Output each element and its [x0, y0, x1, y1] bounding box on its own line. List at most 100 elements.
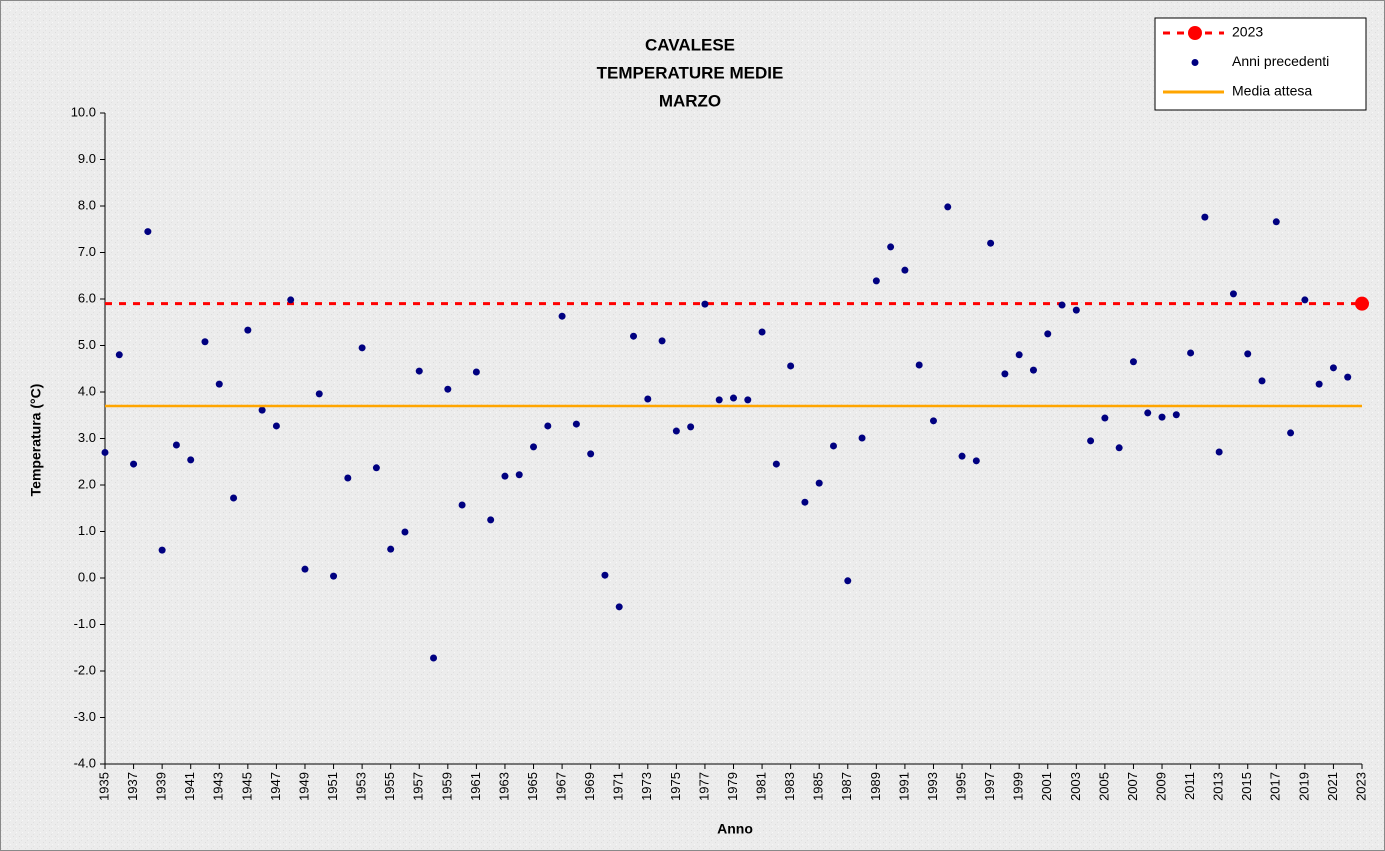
- point: [515, 471, 523, 479]
- point: [887, 243, 895, 251]
- legend-label: 2023: [1232, 24, 1263, 40]
- point: [501, 472, 509, 480]
- point: [130, 460, 138, 468]
- legend-marker: [1188, 26, 1202, 40]
- point: [672, 427, 680, 435]
- x-tick-label: 2011: [1182, 772, 1197, 800]
- point: [272, 422, 280, 430]
- point: [530, 443, 538, 451]
- point: [401, 528, 409, 536]
- point: [744, 396, 752, 404]
- y-tick-label: -1.0: [74, 616, 96, 631]
- point: [158, 546, 166, 554]
- point: [601, 571, 609, 579]
- x-tick-label: 1979: [725, 772, 740, 801]
- point: [1101, 414, 1109, 422]
- point: [187, 456, 195, 464]
- x-tick-label: 1995: [953, 772, 968, 801]
- x-tick-label: 1983: [782, 772, 797, 801]
- point: [787, 362, 795, 370]
- point: [615, 603, 623, 611]
- point: [1015, 351, 1023, 359]
- legend-marker: [1191, 59, 1199, 66]
- point: [1355, 296, 1369, 311]
- x-tick-label: 2019: [1296, 772, 1311, 801]
- x-tick-label: 2005: [1096, 772, 1111, 801]
- point: [1272, 218, 1280, 226]
- point: [1258, 377, 1266, 385]
- x-tick-label: 1959: [439, 772, 454, 801]
- x-tick-label: 1949: [296, 772, 311, 801]
- point: [301, 565, 309, 573]
- point: [630, 332, 638, 340]
- point: [815, 479, 823, 487]
- x-tick-label: 1953: [354, 772, 369, 801]
- x-tick-label: 1985: [811, 772, 826, 801]
- point: [444, 385, 452, 393]
- point: [1144, 409, 1152, 417]
- y-tick-label: 5.0: [78, 337, 96, 352]
- y-tick-label: 7.0: [78, 244, 96, 259]
- point: [1072, 306, 1080, 314]
- chart-title: CAVALESE: [645, 35, 735, 54]
- point: [715, 396, 723, 404]
- point: [287, 296, 295, 304]
- x-tick-label: 1977: [696, 772, 711, 801]
- x-tick-label: 1947: [268, 772, 283, 801]
- point: [1044, 330, 1052, 338]
- x-tick-label: 2009: [1153, 772, 1168, 801]
- x-tick-label: 1961: [468, 772, 483, 801]
- point: [801, 498, 809, 506]
- point: [872, 277, 880, 285]
- point: [901, 266, 909, 274]
- x-tick-label: 1963: [496, 772, 511, 801]
- point: [144, 228, 152, 236]
- x-tick-label: 1991: [896, 772, 911, 801]
- point: [558, 312, 566, 320]
- x-tick-label: 1945: [239, 772, 254, 801]
- x-tick-label: 2021: [1325, 772, 1340, 801]
- point: [1172, 411, 1180, 419]
- x-tick-label: 1971: [611, 772, 626, 801]
- point: [458, 501, 466, 509]
- x-tick-label: 1939: [154, 772, 169, 801]
- point: [915, 361, 923, 369]
- point: [844, 577, 852, 585]
- point: [772, 460, 780, 468]
- legend-label: Media attesa: [1232, 83, 1312, 99]
- point: [544, 422, 552, 430]
- point: [701, 300, 709, 308]
- point: [587, 450, 595, 458]
- point: [687, 423, 695, 431]
- point: [1129, 358, 1137, 366]
- x-tick-label: 1937: [125, 772, 140, 801]
- point: [387, 545, 395, 553]
- y-tick-label: 10.0: [71, 104, 96, 119]
- point: [487, 516, 495, 524]
- x-tick-label: 1987: [839, 772, 854, 801]
- point: [315, 390, 323, 398]
- point: [1229, 290, 1237, 298]
- x-tick-label: 2001: [1039, 772, 1054, 801]
- y-tick-label: 2.0: [78, 476, 96, 491]
- x-tick-label: 1997: [982, 772, 997, 801]
- x-tick-label: 1955: [382, 772, 397, 801]
- x-tick-label: 1989: [868, 772, 883, 801]
- point: [730, 394, 737, 402]
- point: [1158, 413, 1166, 421]
- x-tick-label: 1999: [1011, 772, 1026, 801]
- x-tick-label: 1973: [639, 772, 654, 801]
- point: [201, 338, 209, 346]
- x-tick-label: 1969: [582, 772, 597, 801]
- y-tick-label: -4.0: [74, 755, 96, 770]
- x-tick-label: 1935: [96, 772, 111, 801]
- point: [1058, 301, 1066, 309]
- point: [644, 395, 652, 403]
- point: [1029, 366, 1037, 374]
- point: [101, 448, 109, 456]
- point: [944, 203, 952, 211]
- point: [258, 406, 266, 414]
- y-tick-label: 3.0: [78, 430, 96, 445]
- x-tick-label: 1957: [411, 772, 426, 801]
- point: [430, 654, 438, 662]
